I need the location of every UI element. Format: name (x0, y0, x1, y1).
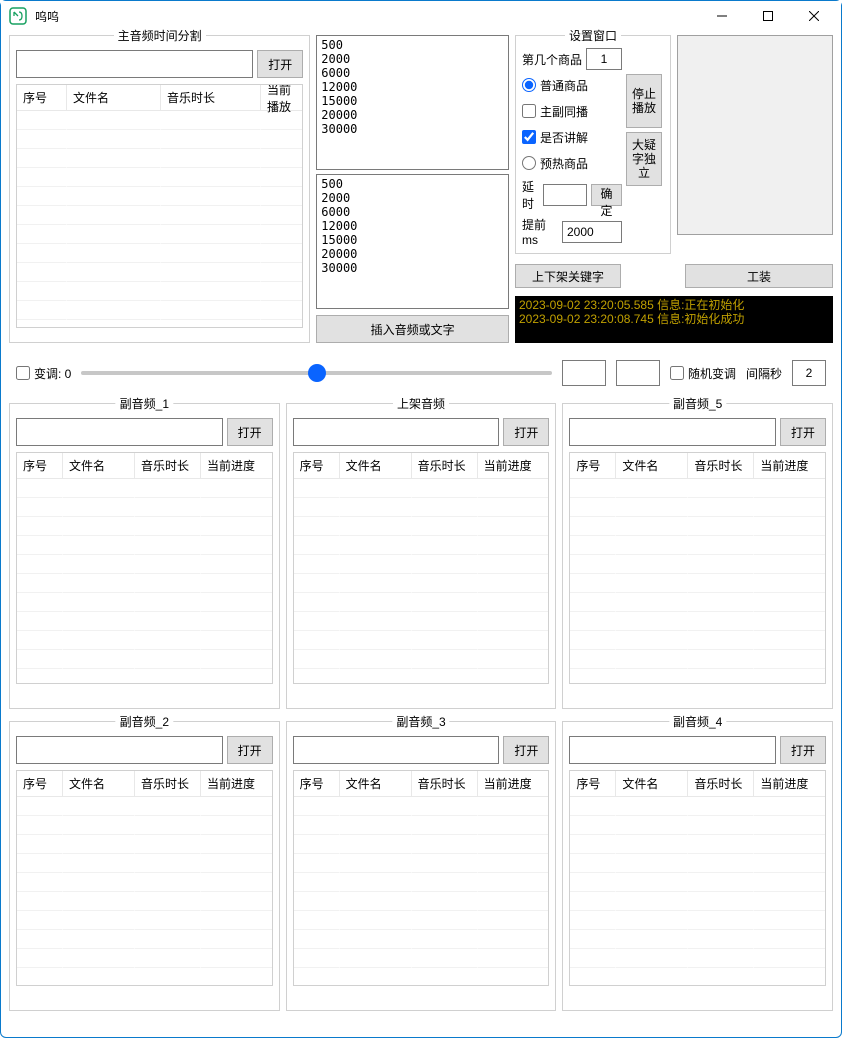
normal-product-label: 普通商品 (540, 77, 588, 94)
settings-group: 设置窗口 第几个商品 普通商品 主副同播 (515, 35, 671, 254)
pitch-slider[interactable] (81, 363, 552, 383)
main-audio-table[interactable]: 序号 文件名 音乐时长 当前播放 (16, 84, 303, 328)
timing-list-2[interactable]: 500 2000 6000 12000 15000 20000 30000 (316, 174, 509, 309)
delay-input[interactable] (543, 184, 587, 206)
interval-input[interactable] (792, 360, 826, 386)
panel-shelf-audio: 上架音频 打开 序号 文件名 音乐时长 当前进度 (286, 403, 557, 709)
col-seq: 序号 (17, 85, 67, 110)
panel-label: 副音频_2 (116, 713, 173, 730)
panel-table-body (17, 479, 272, 684)
main-audio-path-input[interactable] (16, 50, 253, 78)
pitch-row: 变调: 0 随机变调 间隔秒 (9, 353, 833, 393)
panel-sub-audio-3: 副音频_3 打开 序号 文件名 音乐时长 当前进度 (286, 721, 557, 1011)
minimize-button[interactable] (699, 1, 745, 31)
close-button[interactable] (791, 1, 837, 31)
panel-path-input[interactable] (293, 736, 500, 764)
preheat-product-label: 预热商品 (540, 155, 588, 172)
panel-table-body (294, 479, 549, 684)
window-title: 呜呜 (35, 8, 59, 25)
big-font-button[interactable]: 大疑字独立 (626, 132, 662, 186)
panel-label: 上架音频 (393, 395, 449, 412)
panel-table-body (570, 479, 825, 684)
panel-open-button[interactable]: 打开 (503, 736, 549, 764)
timing-lists: 500 2000 6000 12000 15000 20000 30000 50… (316, 35, 509, 343)
panel-label: 副音频_3 (392, 713, 449, 730)
advance-label: 提前ms (522, 216, 558, 247)
panel-path-input[interactable] (293, 418, 500, 446)
timing-list-1[interactable]: 500 2000 6000 12000 15000 20000 30000 (316, 35, 509, 170)
panel-path-input[interactable] (16, 736, 223, 764)
col-file: 文件名 (67, 85, 161, 110)
tool-button[interactable]: 工装 (685, 264, 833, 288)
pitch-label: 变调: 0 (34, 365, 71, 382)
main-audio-group: 主音频时间分割 打开 序号 文件名 音乐时长 当前播放 (9, 35, 310, 343)
maximize-button[interactable] (745, 1, 791, 31)
panel-table[interactable]: 序号 文件名 音乐时长 当前进度 (569, 452, 826, 684)
panel-table[interactable]: 序号 文件名 音乐时长 当前进度 (16, 770, 273, 986)
interval-label: 间隔秒 (746, 365, 782, 382)
panel-label: 副音频_4 (669, 713, 726, 730)
panel-path-input[interactable] (16, 418, 223, 446)
confirm-button[interactable]: 确定 (591, 184, 622, 206)
panel-open-button[interactable]: 打开 (503, 418, 549, 446)
random-pitch-checkbox[interactable] (670, 366, 684, 380)
app-icon (9, 7, 27, 25)
panel-path-input[interactable] (569, 418, 776, 446)
explain-label: 是否讲解 (540, 129, 588, 146)
preheat-product-radio[interactable] (522, 156, 536, 170)
panel-sub-audio-2: 副音频_2 打开 序号 文件名 音乐时长 当前进度 (9, 721, 280, 1011)
item-index-label: 第几个商品 (522, 51, 582, 68)
random-pitch-label: 随机变调 (688, 365, 736, 382)
explain-checkbox[interactable] (522, 130, 536, 144)
panel-label: 副音频_1 (116, 395, 173, 412)
pitch-value-2[interactable] (616, 360, 660, 386)
panel-sub-audio-4: 副音频_4 打开 序号 文件名 音乐时长 当前进度 (562, 721, 833, 1011)
pitch-checkbox[interactable] (16, 366, 30, 380)
panel-open-button[interactable]: 打开 (227, 736, 273, 764)
stop-play-button[interactable]: 停止 播放 (626, 74, 662, 128)
panel-table-body (17, 797, 272, 986)
log-box: 2023-09-02 23:20:05.585 信息:正在初始化 2023-09… (515, 296, 833, 343)
panel-open-button[interactable]: 打开 (227, 418, 273, 446)
item-index-input[interactable] (586, 48, 622, 70)
pitch-value-1[interactable] (562, 360, 606, 386)
key-char-button[interactable]: 上下架关键字 (515, 264, 621, 288)
panel-sub-audio-5: 副音频_5 打开 序号 文件名 音乐时长 当前进度 (562, 403, 833, 709)
main-audio-label: 主音频时间分割 (114, 27, 206, 44)
panel-sub-audio-1: 副音频_1 打开 序号 文件名 音乐时长 当前进度 (9, 403, 280, 709)
settings-label: 设置窗口 (565, 27, 621, 44)
insert-audio-text-button[interactable]: 插入音频或文字 (316, 315, 509, 343)
panel-open-button[interactable]: 打开 (780, 418, 826, 446)
col-playing: 当前播放 (261, 85, 302, 110)
log-line: 2023-09-02 23:20:05.585 信息:正在初始化 (519, 298, 829, 312)
panel-table[interactable]: 序号 文件名 音乐时长 当前进度 (293, 452, 550, 684)
normal-product-radio[interactable] (522, 78, 536, 92)
delay-label: 延时 (522, 178, 539, 212)
panel-table-body (570, 797, 825, 986)
col-duration: 音乐时长 (161, 85, 261, 110)
main-sub-sync-checkbox[interactable] (522, 104, 536, 118)
log-line: 2023-09-02 23:20:08.745 信息:初始化成功 (519, 312, 829, 326)
panel-open-button[interactable]: 打开 (780, 736, 826, 764)
panel-label: 副音频_5 (669, 395, 726, 412)
advance-input[interactable] (562, 221, 622, 243)
main-audio-open-button[interactable]: 打开 (257, 50, 303, 78)
preview-box (677, 35, 833, 235)
panel-path-input[interactable] (569, 736, 776, 764)
panel-table[interactable]: 序号 文件名 音乐时长 当前进度 (16, 452, 273, 684)
main-sub-sync-label: 主副同播 (540, 103, 588, 120)
panel-table-body (294, 797, 549, 986)
panel-table[interactable]: 序号 文件名 音乐时长 当前进度 (569, 770, 826, 986)
panel-table[interactable]: 序号 文件名 音乐时长 当前进度 (293, 770, 550, 986)
